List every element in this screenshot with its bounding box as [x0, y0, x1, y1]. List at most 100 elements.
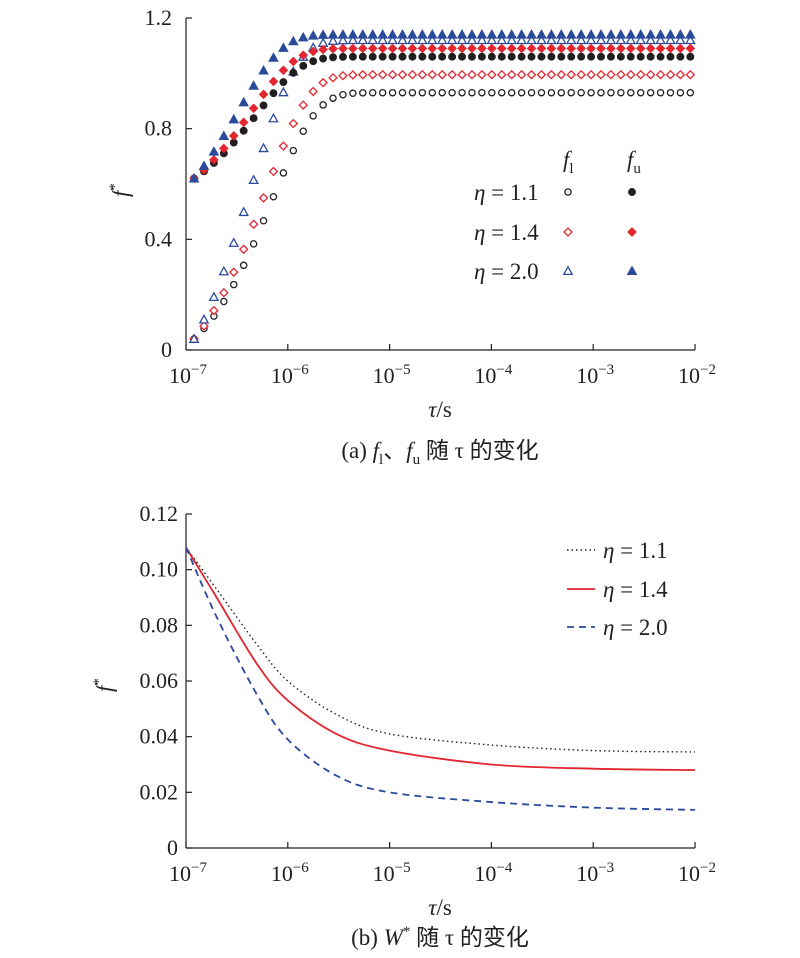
chart-a-point [527, 52, 536, 61]
legend-header-fu-f: f [627, 147, 637, 172]
chart-a-point [258, 89, 269, 100]
chart-a-point [646, 52, 655, 61]
chart-a-point [605, 29, 617, 39]
chart-a-point [507, 88, 516, 97]
chart-a-point [546, 43, 557, 54]
chart-a-point [665, 43, 676, 54]
chart-a-point [238, 117, 249, 128]
chart-a-point [497, 52, 506, 61]
chart-b-y-label: f* [91, 678, 117, 692]
chart-a-point [268, 52, 279, 62]
chart-a-x-tick-base: 10 [271, 363, 293, 388]
chart-b-x-tick-exp: −3 [598, 860, 614, 876]
legend-header-fl-f: f [563, 147, 573, 172]
chart-a-point [328, 43, 338, 54]
chart-b-x-tick-base: 10 [169, 861, 191, 886]
chart-a-point [487, 69, 497, 80]
chart-a-point [209, 155, 219, 165]
chart-a-point [645, 69, 656, 80]
chart-a-y-label-f: f [108, 187, 133, 197]
chart-a-point [458, 52, 467, 61]
chart-a-point [317, 29, 329, 39]
chart-a-point [566, 43, 577, 54]
chart-a-x-tick-exp: −2 [700, 362, 716, 378]
chart-a-point [645, 29, 656, 39]
chart-a-point [666, 88, 675, 97]
chart-a-point [248, 174, 259, 185]
chart-b-series-line [185, 546, 696, 771]
chart-a-y-tick-label: 0 [161, 337, 172, 362]
chart-a-point [547, 52, 556, 61]
chart-a-series [190, 88, 695, 343]
chart-a-point [655, 29, 666, 39]
chart-a-point [447, 69, 457, 80]
chart-a-point [686, 88, 695, 97]
chart-a-y-label-star: * [107, 183, 123, 191]
chart-a-point [557, 52, 566, 61]
chart-a-point [625, 69, 636, 80]
legend-marker-fl [563, 227, 573, 237]
chart-a-point [656, 52, 665, 61]
chart-a-point [408, 88, 417, 97]
chart-a-point [349, 89, 357, 98]
chart-a-axes [185, 18, 695, 351]
legend-marker-fl [564, 188, 572, 196]
legend-label-eta-1-4-rest: = 1.4 [485, 220, 539, 245]
chart-a-point [218, 265, 230, 276]
chart-a-point [378, 52, 387, 61]
chart-b-y-ticks: 0 0.02 0.04 0.06 0.08 0.10 0.12 [140, 501, 192, 860]
chart-a-point [328, 73, 338, 83]
chart-a-x-tick-base: 10 [576, 363, 598, 388]
chart-a-caption-prefix: (a) [341, 438, 372, 463]
chart-a-point [337, 34, 349, 45]
chart-a-point [635, 43, 646, 54]
chart-a-point [228, 267, 239, 278]
chart-a-point [476, 34, 488, 45]
chart-a-point [645, 43, 656, 54]
chart-a-point [517, 52, 526, 61]
chart-a-point [288, 56, 299, 67]
legend-label-eta-1-1: η = 1.1 [474, 180, 539, 205]
chart-a-point [259, 217, 268, 225]
chart-a-point [199, 321, 209, 331]
legend-b-label-eta-1-1: η = 1.1 [603, 538, 668, 563]
chart-a-point [339, 90, 347, 99]
chart-a-point [477, 52, 486, 61]
chart-b-x-ticks: 10−7 10−6 10−5 10−4 10−3 10−2 [169, 842, 716, 886]
chart-a-caption-f2: f [406, 438, 416, 463]
chart-a-point [486, 34, 498, 45]
chart-a-point [516, 69, 527, 80]
chart-a-point [605, 34, 617, 45]
chart-a-point [565, 29, 577, 39]
chart-a-point [230, 280, 238, 289]
chart-a-point [248, 219, 259, 230]
chart-a-point [585, 34, 597, 45]
chart-a-point [556, 43, 567, 54]
chart-b-series-line [185, 546, 696, 753]
chart-a-point [587, 88, 595, 97]
chart-a-point [556, 29, 567, 39]
chart-a-point [288, 35, 299, 46]
chart-a-point [685, 34, 696, 45]
chart-b-x-tick-base: 10 [474, 861, 496, 886]
chart-a-point [388, 88, 397, 97]
chart-a-point [408, 52, 417, 61]
chart-b-x-label-unit: /s [436, 895, 451, 920]
chart-a-x-label: τ/s [428, 397, 452, 422]
chart-a-point [308, 46, 318, 57]
chart-a-point [466, 34, 478, 45]
chart-a-point [239, 126, 248, 135]
chart-a-point [606, 69, 616, 80]
chart-a-point [458, 88, 466, 97]
chart-a-point [238, 206, 249, 217]
chart-a-point [487, 52, 496, 61]
chart-a-point [446, 29, 458, 39]
chart-b-x-tick-label: 10−4 [474, 860, 512, 886]
chart-a-point [397, 34, 408, 45]
chart-b-y-tick-label: 0.12 [140, 501, 179, 526]
chart-a-point [486, 29, 498, 39]
chart-a-point [398, 52, 407, 61]
legend-b-label-eta-2-0-rest: = 2.0 [614, 615, 667, 640]
chart-b-x-tick-exp: −2 [700, 860, 716, 876]
chart-a-point [565, 34, 577, 45]
